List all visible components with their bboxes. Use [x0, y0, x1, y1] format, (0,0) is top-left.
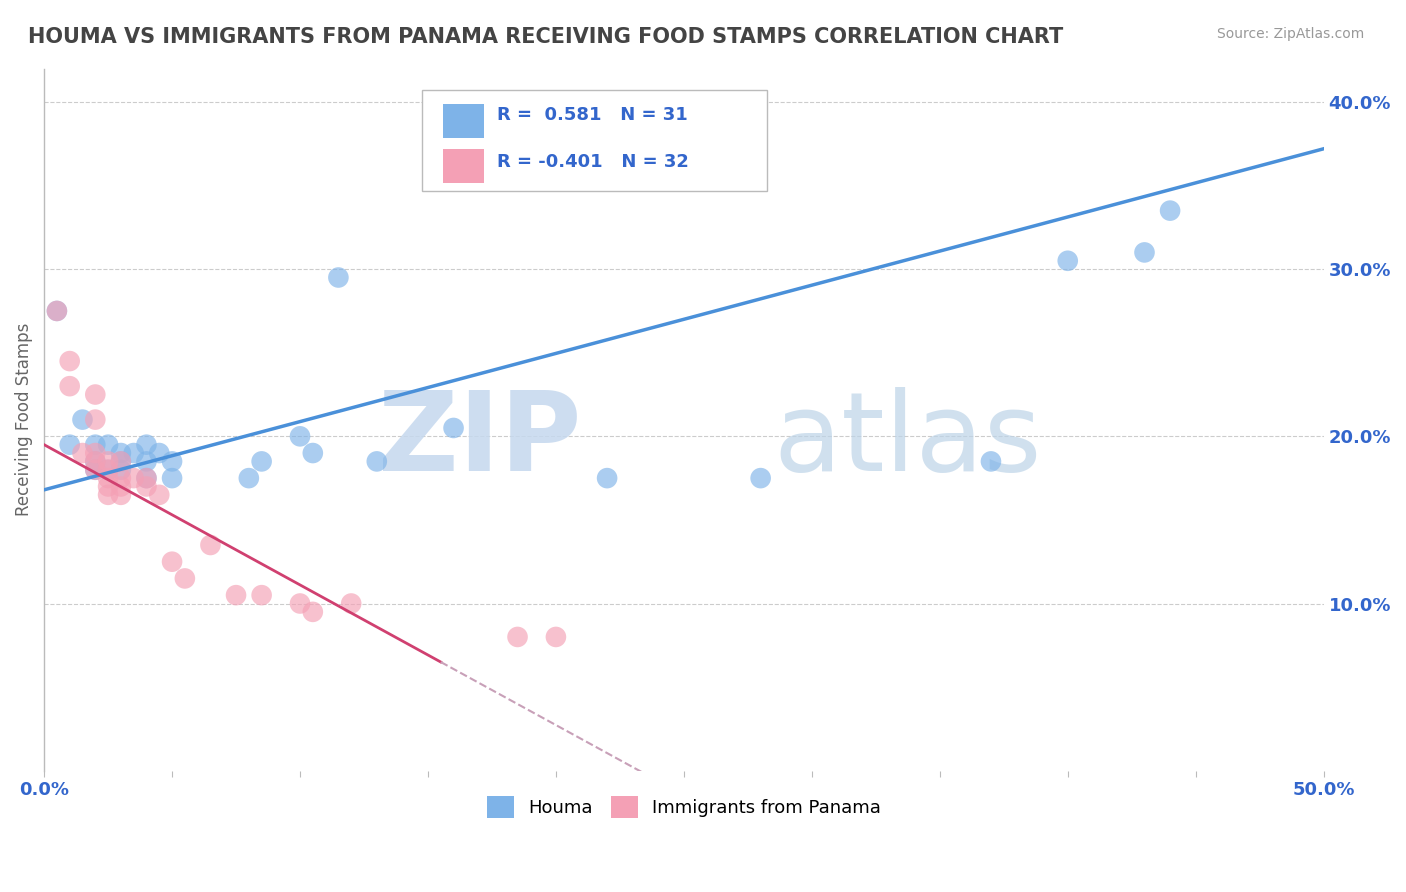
Point: [160, 555, 183, 569]
Point: [135, 471, 157, 485]
Point: [72, 412, 94, 426]
Point: [366, 454, 388, 468]
Point: [596, 471, 619, 485]
FancyBboxPatch shape: [422, 89, 768, 192]
Point: [45, 304, 67, 318]
Point: [1159, 203, 1181, 218]
Point: [97, 454, 120, 468]
Point: [340, 597, 363, 611]
Y-axis label: Receiving Food Stamps: Receiving Food Stamps: [15, 323, 32, 516]
Point: [749, 471, 772, 485]
Point: [135, 471, 157, 485]
Point: [288, 429, 311, 443]
Point: [84, 463, 107, 477]
Point: [135, 454, 157, 468]
Point: [160, 471, 183, 485]
Point: [84, 412, 107, 426]
Point: [506, 630, 529, 644]
Point: [97, 463, 120, 477]
Point: [980, 454, 1002, 468]
Point: [84, 463, 107, 477]
Point: [328, 270, 350, 285]
Text: atlas: atlas: [773, 387, 1042, 494]
Point: [250, 588, 273, 602]
Point: [59, 354, 82, 368]
Point: [97, 463, 120, 477]
Text: R =  0.581   N = 31: R = 0.581 N = 31: [498, 106, 688, 124]
Text: Source: ZipAtlas.com: Source: ZipAtlas.com: [1216, 27, 1364, 41]
Point: [110, 488, 132, 502]
Legend: Houma, Immigrants from Panama: Houma, Immigrants from Panama: [479, 789, 889, 825]
Point: [45, 304, 67, 318]
Point: [173, 571, 195, 585]
Bar: [443, 104, 484, 137]
Point: [84, 454, 107, 468]
Point: [250, 454, 273, 468]
Point: [110, 454, 132, 468]
Point: [160, 454, 183, 468]
Point: [59, 379, 82, 393]
Point: [148, 446, 170, 460]
Point: [59, 438, 82, 452]
Point: [122, 471, 145, 485]
Point: [97, 479, 120, 493]
Point: [238, 471, 260, 485]
Point: [301, 605, 323, 619]
Point: [97, 438, 120, 452]
Point: [110, 446, 132, 460]
Point: [110, 454, 132, 468]
Point: [200, 538, 222, 552]
Point: [443, 421, 465, 435]
Text: ZIP: ZIP: [378, 387, 582, 494]
Point: [84, 446, 107, 460]
Point: [97, 471, 120, 485]
Text: R = -0.401   N = 32: R = -0.401 N = 32: [498, 153, 689, 171]
Point: [135, 438, 157, 452]
Point: [110, 479, 132, 493]
Point: [84, 438, 107, 452]
Point: [288, 597, 311, 611]
Point: [122, 446, 145, 460]
Point: [97, 488, 120, 502]
Point: [135, 479, 157, 493]
Point: [84, 454, 107, 468]
Bar: [443, 150, 484, 183]
Point: [1133, 245, 1156, 260]
Point: [72, 446, 94, 460]
Point: [225, 588, 247, 602]
Point: [301, 446, 323, 460]
Point: [110, 463, 132, 477]
Point: [110, 471, 132, 485]
Point: [148, 488, 170, 502]
Text: HOUMA VS IMMIGRANTS FROM PANAMA RECEIVING FOOD STAMPS CORRELATION CHART: HOUMA VS IMMIGRANTS FROM PANAMA RECEIVIN…: [28, 27, 1063, 46]
Point: [1056, 253, 1078, 268]
Point: [544, 630, 567, 644]
Point: [84, 387, 107, 401]
